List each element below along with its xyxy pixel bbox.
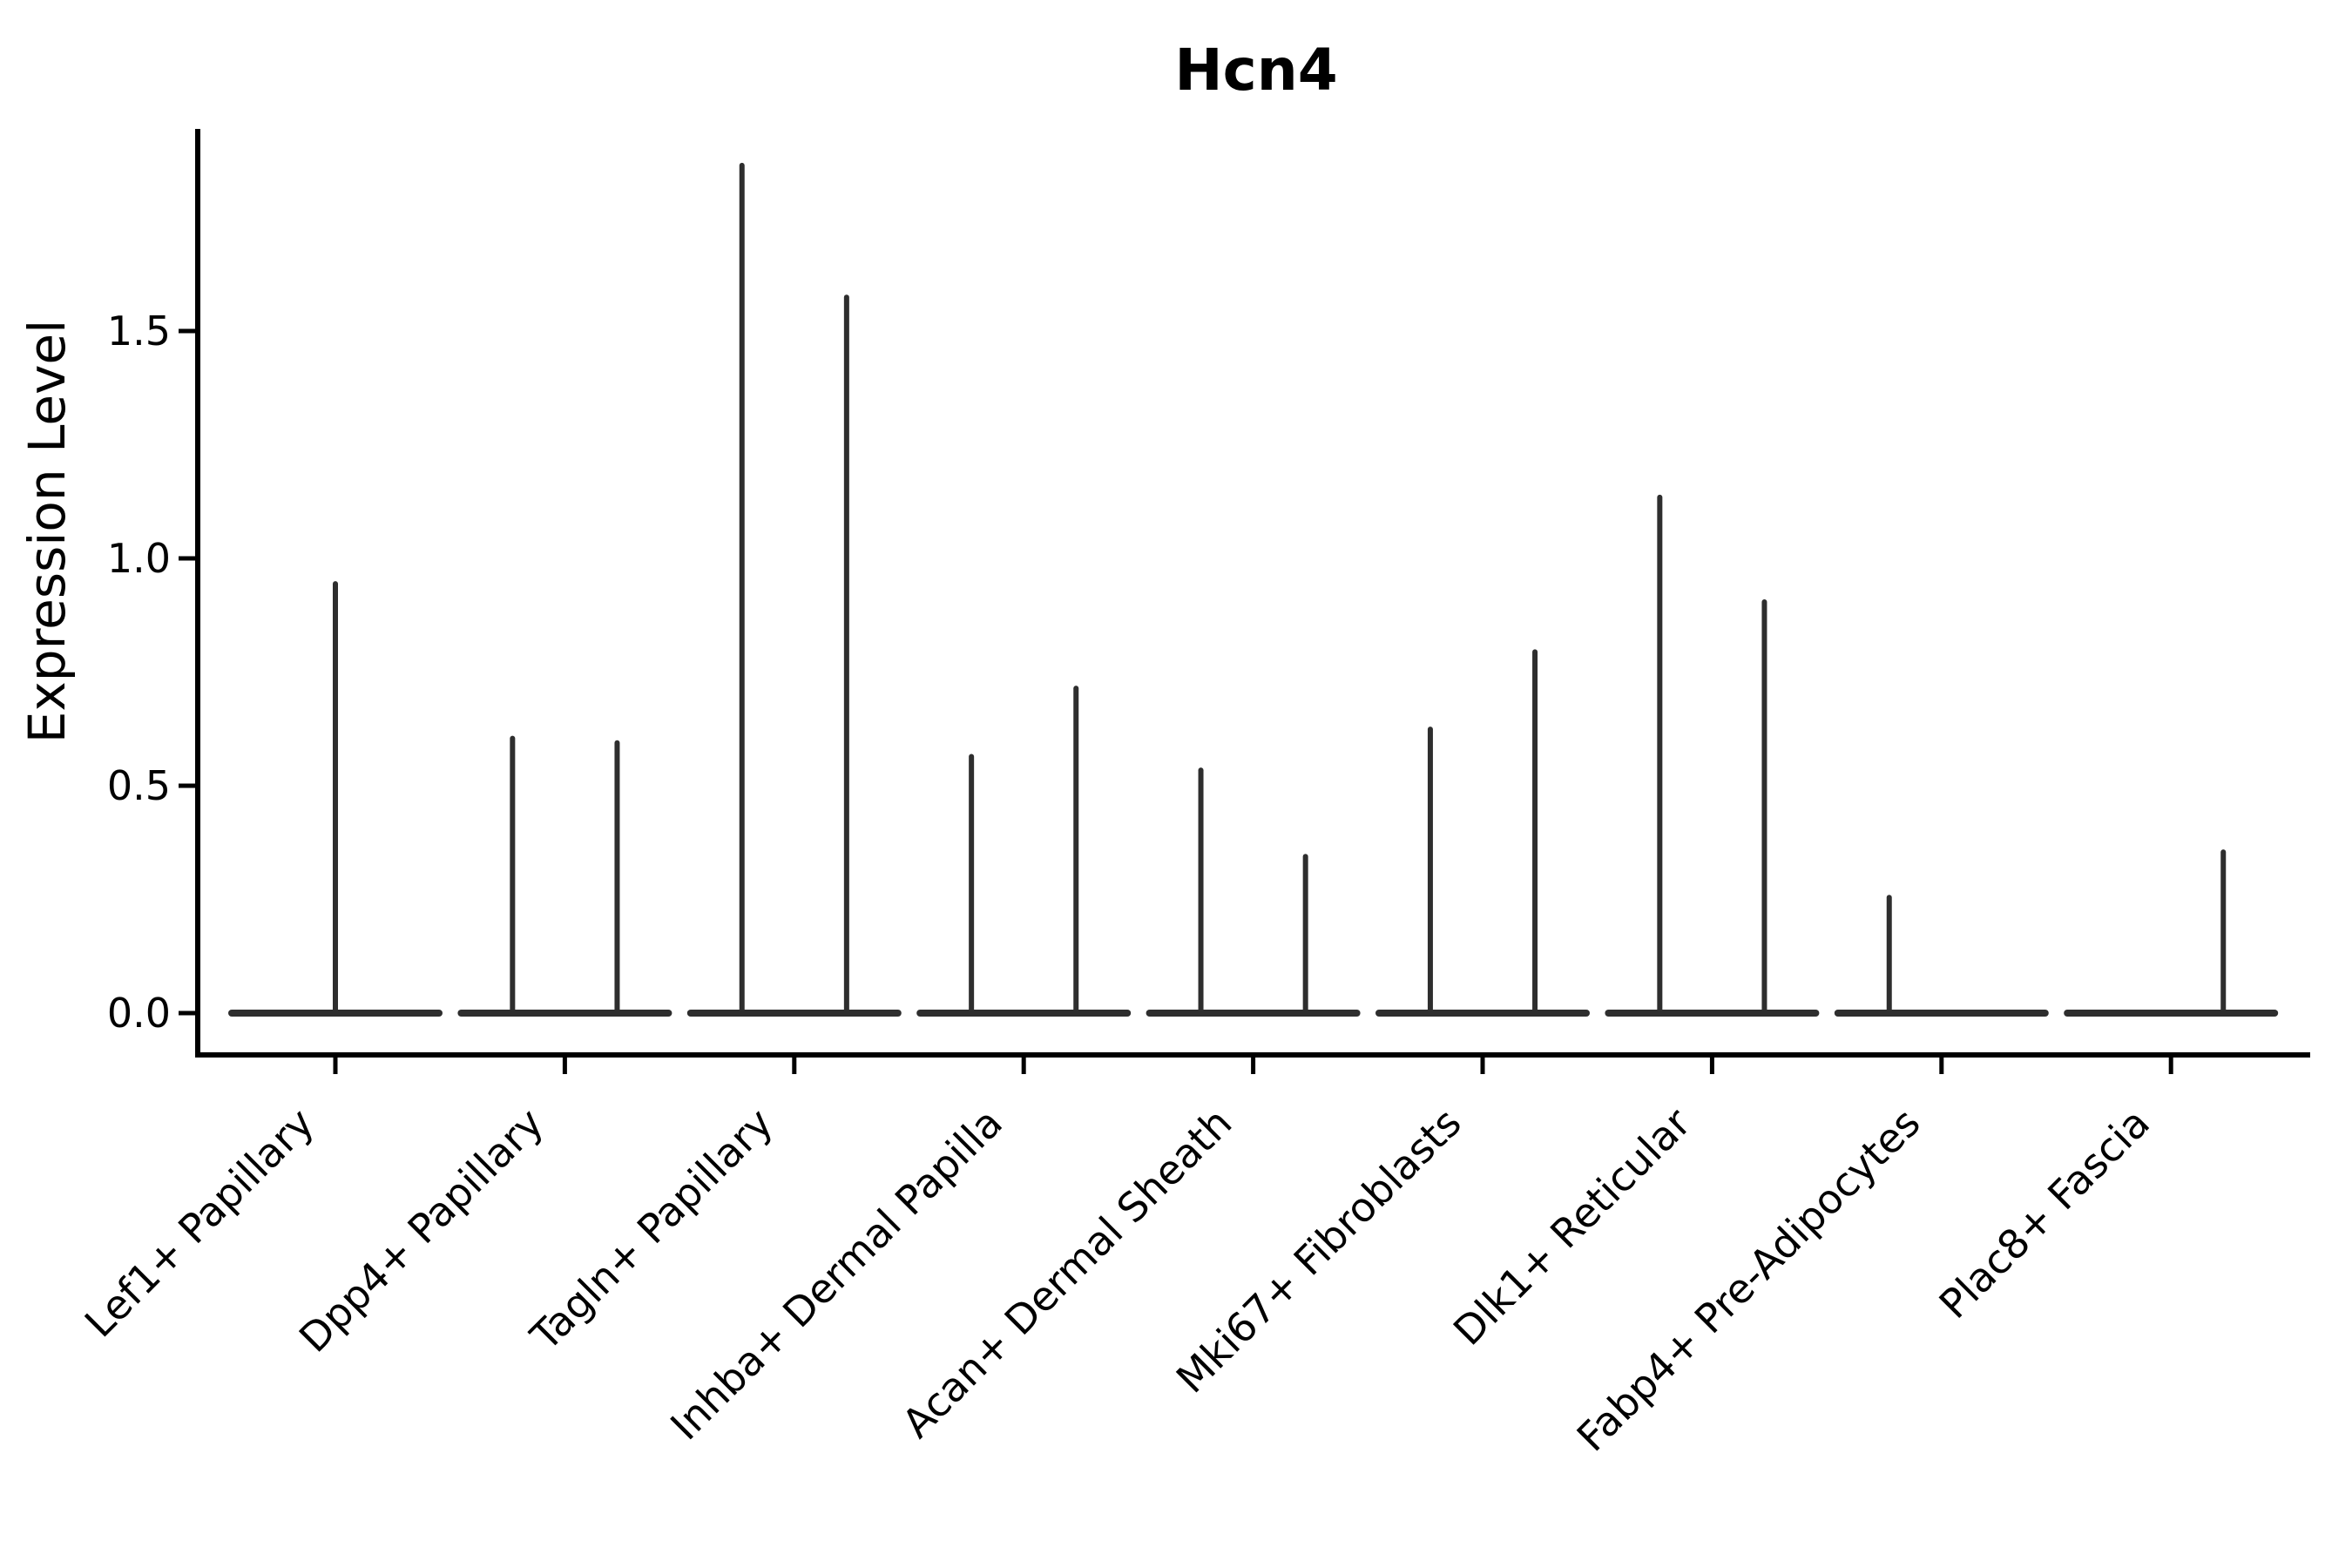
y-tick-label: 1.0 bbox=[107, 535, 171, 582]
x-tick-label: Tagln+ Papillary bbox=[521, 1099, 782, 1361]
plot-title: Hcn4 bbox=[1174, 37, 1337, 104]
y-axis-label: Expression Level bbox=[17, 320, 77, 743]
x-tick-label: Lef1+ Papillary bbox=[76, 1099, 323, 1347]
y-tick-label: 1.5 bbox=[107, 308, 171, 355]
x-tick-label: Plac8+ Fascia bbox=[1930, 1099, 2159, 1328]
x-tick-label: Dlk1+ Reticular bbox=[1444, 1099, 1700, 1355]
y-tick-label: 0.5 bbox=[107, 762, 171, 809]
axes-layer bbox=[179, 129, 2310, 1074]
violins-layer bbox=[228, 162, 2279, 1017]
y-tick-label: 0.0 bbox=[107, 990, 171, 1037]
x-tick-label: Dpp4+ Papillary bbox=[290, 1099, 552, 1362]
